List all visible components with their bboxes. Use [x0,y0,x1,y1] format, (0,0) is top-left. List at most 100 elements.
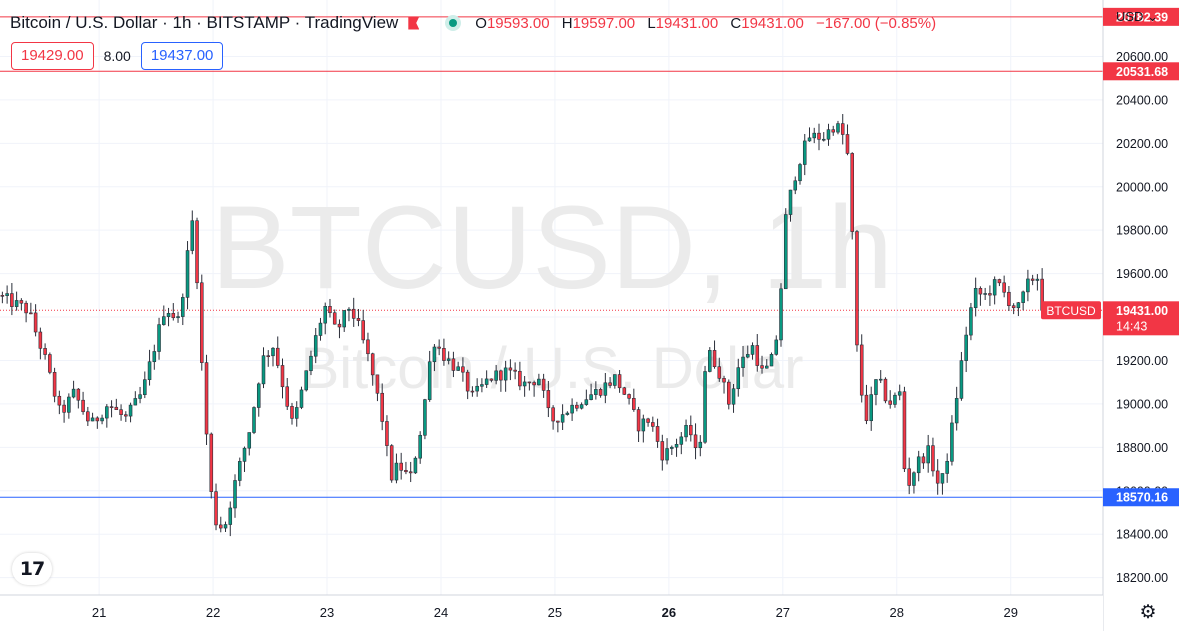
candle-body [256,383,261,408]
candle-body [992,279,997,296]
currency-selector[interactable]: USD ⌄ [1116,9,1158,25]
candle-body [143,379,147,396]
candle-body [351,308,356,319]
candle-body [470,390,475,393]
candle-body [43,348,47,355]
chart-header: Bitcoin / U.S. Dollar · 1h · BITSTAMP · … [10,11,944,35]
candle-body [727,381,731,405]
currency-label: USD [1116,9,1144,24]
candle-body [859,344,864,396]
candle-body [157,324,161,352]
candle-body [973,288,978,308]
candle-body [537,378,541,386]
candle-body [181,297,185,317]
symbol-tag-box[interactable] [1041,301,1101,320]
candle-body [190,220,195,251]
x-tick-label: 26 [662,605,676,620]
candle-body [812,132,817,139]
candle-body [916,456,921,474]
candle-body [370,353,375,376]
candle-body [935,470,940,484]
candle-body [954,398,959,424]
candle-body [779,288,783,341]
candle-body [332,312,337,325]
candle-body [897,391,902,396]
candle-body [821,138,826,141]
candle-body [651,422,655,427]
candle-body [200,282,204,363]
candle-body [1021,291,1025,303]
candle-body [907,468,911,486]
candle-body [480,384,484,387]
candle-body [741,356,745,368]
candle-body [589,394,593,400]
last-price-label: 19431.00 [1116,304,1168,318]
candle-body [584,399,589,405]
candle-body [565,412,570,415]
candle-body [95,417,100,422]
candle-body [1002,282,1006,293]
candle-body [850,153,854,232]
time-axis[interactable] [0,595,1103,631]
candle-body [399,462,403,471]
symbol-title[interactable]: Bitcoin / U.S. Dollar · 1h · BITSTAMP · … [10,13,399,32]
candle-body [176,316,180,319]
candle-body [313,335,318,357]
candle-body [1026,278,1030,293]
candle-body [328,306,332,314]
candle-body [185,250,190,298]
candle-body [912,472,916,486]
gear-icon[interactable]: ⚙ [1139,601,1157,623]
candle-body [119,409,123,415]
y-tick-label: 19800.00 [1116,224,1168,238]
candle-body [86,411,90,422]
candle-body [902,391,907,470]
market-status-icon [445,15,462,31]
candle-body [204,362,209,435]
candle-body [874,379,878,395]
candle-body [233,480,237,509]
candle-body [446,358,451,361]
chevron-down-icon: ⌄ [1147,9,1158,24]
candle-body [323,306,327,324]
ohlc-readout: O19593.00 H19597.00 L19431.00 C19431.00 … [475,14,937,32]
flag-icon[interactable] [408,16,420,30]
candle-body [988,293,992,296]
candle-body [1011,305,1016,309]
candle-body [1030,278,1035,281]
candle-body [24,302,28,314]
candle-body [109,406,114,408]
y-tick-label: 19200.00 [1116,354,1168,368]
candle-body [442,348,446,361]
candle-body [299,389,304,408]
y-tick-label: 19000.00 [1116,397,1168,411]
candle-body [413,457,418,474]
candle-body [342,310,346,328]
candle-body [636,409,641,432]
candle-body [926,445,930,464]
tradingview-logo[interactable]: 17 [12,553,52,585]
candle-body [532,382,536,386]
candle-body [840,123,845,135]
candle-body [214,491,218,526]
candle-body [518,370,522,387]
candle-body [679,436,684,445]
candle-body [375,374,380,394]
candle-body [133,398,138,406]
candle-body [484,378,489,385]
candle-body [385,421,389,446]
sell-button[interactable]: 19429.00 [11,42,94,70]
candle-body [285,386,290,407]
y-tick-label: 18400.00 [1116,528,1168,542]
candle-body [418,434,422,459]
candle-body [603,382,608,396]
candle-body [247,432,252,449]
candle-body [693,434,698,449]
candle-body [594,389,598,395]
candle-body [404,470,408,473]
candle-body [684,425,688,438]
trade-panel: 19429.00 8.00 19437.00 [11,42,224,70]
buy-button[interactable]: 19437.00 [140,42,224,70]
